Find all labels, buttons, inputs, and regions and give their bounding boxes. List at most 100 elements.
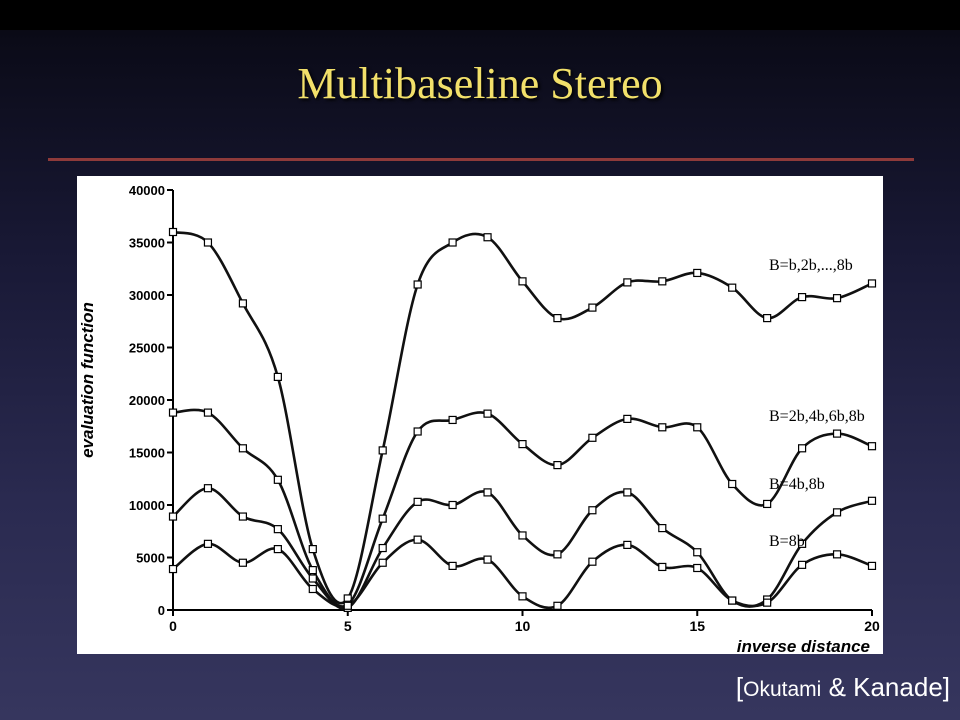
data-point-marker <box>238 512 247 521</box>
series-label: B=8b <box>769 533 805 550</box>
data-point-marker <box>728 479 737 489</box>
data-point-marker <box>203 484 213 493</box>
data-point-marker <box>168 227 178 237</box>
y-tick-label: 40000 <box>129 183 165 198</box>
y-tick-label: 30000 <box>129 288 165 303</box>
data-point-marker <box>483 233 492 242</box>
x-tick-label: 10 <box>515 618 531 634</box>
y-tick-label: 15000 <box>129 446 165 461</box>
series-layer: B=b,2b,...,8b B=2b,4b,6b,8b B=4b,8b B=8b <box>168 227 877 612</box>
data-point-marker <box>448 238 457 247</box>
y-ticks: 0 5000 10000 15000 20000 25000 30000 35000 40000 <box>129 183 173 618</box>
data-point-marker <box>273 372 282 381</box>
data-point-marker <box>168 564 178 574</box>
data-point-marker <box>658 562 667 572</box>
data-point-marker <box>588 433 597 442</box>
data-point-marker <box>378 543 387 553</box>
data-point-marker <box>273 545 282 554</box>
data-point-marker <box>623 414 632 423</box>
y-tick-label: 0 <box>158 603 165 618</box>
data-point-marker <box>693 548 702 557</box>
series-line <box>172 408 873 608</box>
chart-panel: 0 5000 10000 15000 20000 25000 30000 35000 40000… <box>77 176 883 654</box>
data-point-marker <box>413 497 422 506</box>
data-point-marker <box>203 539 213 548</box>
y-axis-label: evaluation function <box>78 302 97 458</box>
data-point-marker <box>238 558 247 567</box>
slide-title: Multibaseline Stereo <box>297 59 663 108</box>
data-point-marker <box>518 592 527 601</box>
title-rule <box>48 158 914 161</box>
data-point-marker <box>728 596 737 605</box>
series-label: B=4b,8b <box>769 476 825 493</box>
data-point-marker <box>832 550 842 559</box>
data-point-marker <box>518 277 527 286</box>
data-point-marker <box>378 514 387 523</box>
data-point-marker <box>448 415 457 425</box>
data-point-marker <box>518 531 527 540</box>
data-point-marker <box>553 550 562 559</box>
y-tick-label: 10000 <box>129 498 165 513</box>
data-point-marker <box>448 561 457 570</box>
data-point-marker <box>797 539 807 548</box>
x-axis: 0 5 10 15 20 inverse distance <box>169 609 880 654</box>
data-point-marker <box>553 601 562 610</box>
data-point-marker <box>483 409 492 418</box>
data-point-marker <box>238 299 247 308</box>
y-tick-label: 25000 <box>129 341 165 356</box>
data-point-marker <box>413 280 422 289</box>
citation-author-1: Okutami <box>743 678 822 701</box>
x-tick-label: 15 <box>689 618 705 634</box>
data-point-marker <box>658 423 667 432</box>
data-point-marker <box>728 283 737 292</box>
x-tick-label: 20 <box>864 618 880 634</box>
data-point-marker <box>588 303 597 312</box>
data-point-marker <box>308 574 317 583</box>
data-point-marker <box>623 278 632 287</box>
citation: [Okutami & Kanade] <box>736 672 950 703</box>
series-label: B=2b,4b,6b,8b <box>769 408 865 425</box>
data-point-marker <box>518 440 527 449</box>
data-point-marker <box>693 423 702 432</box>
data-point-marker <box>413 535 422 544</box>
data-point-marker <box>693 563 702 573</box>
data-point-marker <box>763 598 772 607</box>
data-point-marker <box>168 408 178 417</box>
citation-open-bracket: [ <box>735 672 744 702</box>
line-chart: 0 5000 10000 15000 20000 25000 30000 35000 40000… <box>78 183 880 654</box>
data-point-marker <box>483 555 492 564</box>
citation-author-2: & Kanade] <box>821 672 950 702</box>
y-axis: 0 5000 10000 15000 20000 25000 30000 35000 40000… <box>78 183 174 618</box>
data-point-marker <box>623 488 632 497</box>
data-point-marker <box>273 525 282 534</box>
data-point-marker <box>763 499 772 509</box>
data-point-marker <box>623 540 632 549</box>
x-ticks: 0 5 10 15 20 <box>169 610 880 634</box>
data-point-marker <box>588 506 597 515</box>
top-bar <box>0 0 960 30</box>
data-point-marker <box>832 429 842 438</box>
x-tick-label: 0 <box>169 618 177 634</box>
data-point-marker <box>378 558 387 567</box>
data-point-marker <box>273 475 282 484</box>
data-point-marker <box>763 314 772 323</box>
data-point-marker <box>693 268 702 278</box>
x-tick-label: 5 <box>344 618 352 634</box>
data-point-marker <box>308 584 317 594</box>
data-point-marker <box>203 408 213 417</box>
data-point-marker <box>658 277 667 286</box>
data-point-marker <box>308 545 317 554</box>
data-point-marker <box>553 314 562 323</box>
data-point-marker <box>797 560 807 569</box>
data-point-marker <box>343 601 352 610</box>
y-tick-label: 20000 <box>129 393 165 408</box>
y-tick-label: 35000 <box>129 236 165 251</box>
data-point-marker <box>413 427 422 436</box>
y-tick-label: 5000 <box>136 551 165 566</box>
data-point-marker <box>238 444 247 453</box>
data-point-marker <box>832 294 842 303</box>
data-point-marker <box>168 512 178 521</box>
data-point-marker <box>588 557 597 566</box>
data-point-marker <box>308 566 317 575</box>
data-point-marker <box>797 444 807 453</box>
